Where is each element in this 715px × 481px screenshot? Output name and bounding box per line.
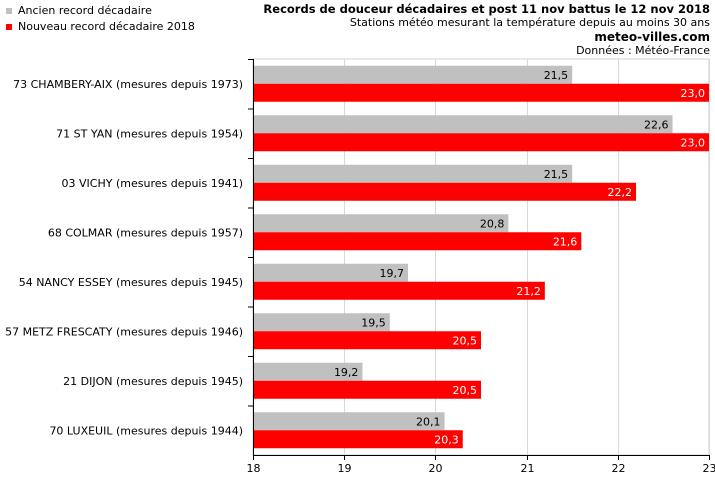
value-label-new: 23,0 (681, 136, 706, 149)
bar-new-record (254, 182, 637, 201)
bar-new-record (254, 83, 709, 102)
category-label: 54 NANCY ESSEY (mesures depuis 1945) (19, 276, 243, 289)
value-label-old: 20,8 (480, 217, 505, 230)
bar-old-record (254, 313, 390, 332)
category-label: 21 DIJON (mesures depuis 1945) (63, 375, 243, 388)
value-label-new: 20,5 (453, 384, 478, 397)
category-label: 57 METZ FRESCATY (mesures depuis 1946) (5, 325, 243, 338)
category-label: 71 ST YAN (mesures depuis 1954) (56, 127, 243, 140)
bar-old-record (254, 65, 573, 84)
value-label-new: 20,5 (453, 334, 478, 347)
x-tick-label: 20 (429, 462, 443, 475)
bar-old-record (254, 412, 445, 431)
category-label: 68 COLMAR (mesures depuis 1957) (48, 226, 243, 239)
bar-old-record (254, 115, 673, 134)
value-label-new: 21,6 (553, 235, 578, 248)
category-label: 73 CHAMBERY-AIX (mesures depuis 1973) (13, 78, 243, 91)
chart-header: Records de douceur décadaires et post 11… (263, 2, 710, 58)
value-label-old: 20,1 (416, 415, 441, 428)
bar-new-record (254, 380, 481, 399)
data-source: Données : Météo-France (576, 44, 710, 57)
x-tick-label: 18 (247, 462, 261, 475)
value-label-old: 19,5 (361, 316, 386, 329)
bar-new-record (254, 281, 545, 300)
bar-new-record (254, 133, 709, 152)
value-label-new: 20,3 (434, 433, 459, 446)
legend-label-new: Nouveau record décadaire 2018 (18, 20, 195, 33)
chart-title: Records de douceur décadaires et post 11… (263, 2, 710, 16)
legend-item-new: Nouveau record décadaire 2018 (6, 19, 195, 35)
bar-old-record (254, 362, 363, 381)
bar-new-record (254, 331, 481, 350)
chart-subtitle: Stations météo mesurant la température d… (349, 16, 710, 29)
x-tick-label: 21 (521, 462, 535, 475)
x-tick-label: 19 (338, 462, 352, 475)
value-label-old: 19,2 (334, 366, 359, 379)
value-label-new: 23,0 (681, 87, 706, 100)
category-label: 70 LUXEUIL (mesures depuis 1944) (49, 424, 243, 437)
bar-new-record (254, 430, 463, 449)
bar-old-record (254, 214, 509, 233)
legend-swatch-old (6, 8, 12, 14)
bar-old-record (254, 164, 573, 183)
value-label-new: 21,2 (516, 285, 541, 298)
site-name: meteo-villes.com (594, 30, 710, 44)
value-label-old: 22,6 (644, 118, 669, 131)
bar-old-record (254, 263, 409, 282)
category-label: 03 VICHY (mesures depuis 1941) (62, 177, 243, 190)
value-label-old: 21,5 (544, 69, 569, 82)
x-tick-label: 23 (703, 462, 715, 475)
legend: Ancien record décadaire Nouveau record d… (6, 3, 195, 35)
value-label-old: 21,5 (544, 168, 569, 181)
value-label-new: 22,2 (608, 186, 633, 199)
bar-new-record (254, 232, 582, 251)
value-label-old: 19,7 (380, 267, 405, 280)
x-tick-label: 22 (612, 462, 626, 475)
legend-item-old: Ancien record décadaire (6, 3, 195, 19)
legend-swatch-new (6, 24, 12, 30)
legend-label-old: Ancien record décadaire (18, 4, 152, 17)
